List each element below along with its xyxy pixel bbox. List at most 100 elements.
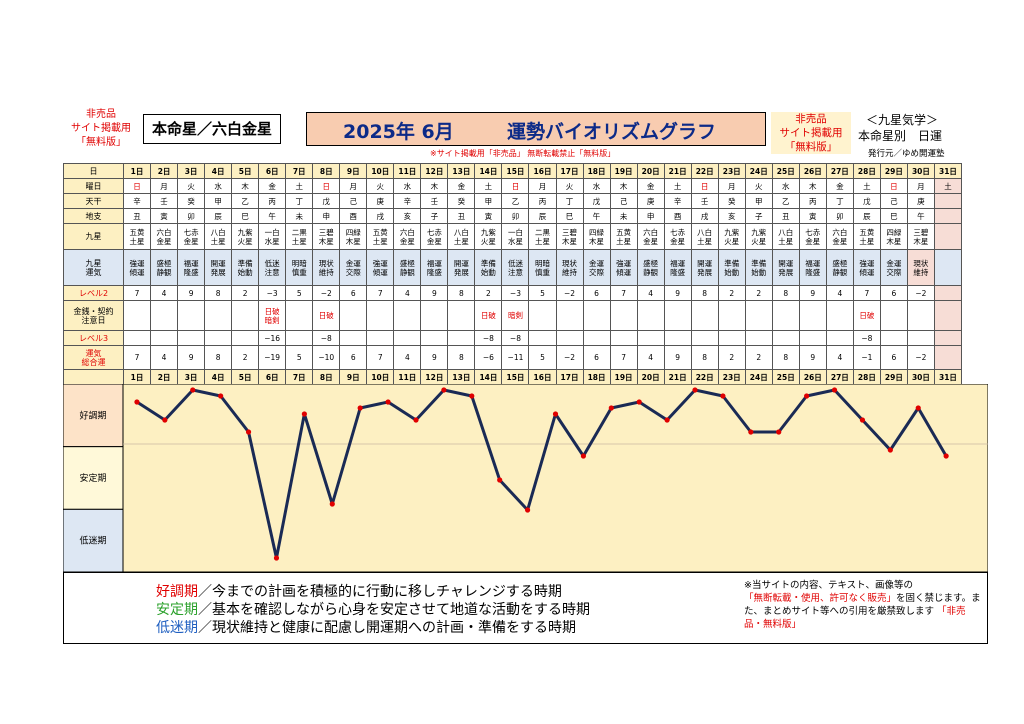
cell-kyusei: 四緑 木星 — [339, 223, 368, 250]
cell-kyusei: 九紫 火星 — [744, 223, 773, 250]
cell-line: 静観 — [643, 267, 659, 277]
notice-red2: 「非売品・無料版」 — [744, 606, 966, 630]
cell-line: 木星 — [589, 236, 605, 246]
cell-line: 発展 — [453, 267, 469, 277]
cell-money — [177, 300, 206, 331]
cell-level2: 8 — [204, 285, 233, 301]
cell-chishi: 未 — [285, 208, 314, 224]
cell-money — [122, 300, 152, 331]
cell-total: 9 — [177, 345, 206, 370]
cell-line: 七赤 — [426, 227, 442, 237]
cell-line: 土星 — [697, 236, 713, 246]
cell-money — [447, 300, 476, 331]
cell-chishi: 子 — [420, 208, 449, 224]
cell-money: 日破 — [474, 300, 503, 331]
cell-days: 12日 — [420, 369, 449, 385]
cell-tenkan: 戊 — [312, 193, 341, 209]
cell-days: 10日 — [366, 369, 395, 385]
cell-total: 8 — [771, 345, 800, 370]
cell-days: 3日 — [177, 163, 206, 179]
cell-total: −2 — [906, 345, 935, 370]
cell-unki: 現状 維持 — [312, 249, 341, 286]
cell-level3 — [825, 330, 854, 346]
cell-chishi: 卯 — [501, 208, 530, 224]
data-point — [245, 429, 252, 435]
cell-line: 静観 — [156, 267, 172, 277]
cell-days: 24日 — [744, 163, 773, 179]
right-note: 非売品 サイト掲載用 「無料版」 — [771, 112, 851, 154]
cell-chishi: 亥 — [717, 208, 746, 224]
cell-line: 九紫 — [751, 227, 767, 237]
cell-line: 注意 — [507, 267, 523, 277]
cell-days: 17日 — [555, 369, 584, 385]
cell-days: 26日 — [798, 163, 827, 179]
cell-kyusei — [933, 223, 962, 250]
cell-days: 30日 — [906, 163, 935, 179]
cell-kyusei: 八白 土星 — [690, 223, 719, 250]
cell-weekdays: 月 — [717, 178, 746, 194]
row-kyusei: 九星 五黄 土星 六白 金星 七赤 金星 八白 土星 九紫 火星 一白 水星 二黒 土星 三碧 木星 四緑 木星 五黄… — [63, 223, 962, 250]
cell-total: 4 — [150, 345, 179, 370]
data-point — [748, 429, 754, 435]
cell-days: 6日 — [258, 163, 287, 179]
cell-tenkan: 甲 — [744, 193, 773, 209]
cell-money — [231, 300, 260, 331]
cell-line: 明暗 — [291, 258, 307, 268]
honmei-box: 本命星／六白金星 — [143, 114, 281, 144]
cell-level2: −3 — [501, 285, 530, 301]
data-point — [413, 417, 419, 423]
cell-level3: −8 — [474, 330, 503, 346]
cell-line: 始動 — [751, 267, 767, 277]
cell-money — [150, 300, 179, 331]
cell-total: 6 — [339, 345, 368, 370]
cell-level2: 5 — [285, 285, 314, 301]
cell-total: 4 — [393, 345, 422, 370]
cell-days: 22日 — [690, 369, 719, 385]
cell-line: 日破 — [859, 311, 875, 320]
cell-days: 4日 — [204, 369, 233, 385]
cell-line: 隆盛 — [670, 267, 686, 277]
cell-level3 — [122, 330, 152, 346]
cell-weekdays: 日 — [690, 178, 719, 194]
cell-tenkan: 己 — [609, 193, 638, 209]
cell-line: 発展 — [210, 267, 226, 277]
cell-tenkan: 庚 — [906, 193, 935, 209]
cell-unki: 準備 始動 — [231, 249, 260, 286]
row-label: 九星 — [63, 223, 124, 250]
cell-kyusei: 五黄 土星 — [852, 223, 881, 250]
cell-level3 — [798, 330, 827, 346]
cell-money — [420, 300, 449, 331]
cell-level3 — [339, 330, 368, 346]
cell-chishi: 巳 — [879, 208, 908, 224]
cell-money — [771, 300, 800, 331]
cell-tenkan: 庚 — [366, 193, 395, 209]
cell-line: 維持 — [318, 267, 334, 277]
cell-line: 金運 — [886, 258, 902, 268]
band-label: 好調期 — [79, 409, 106, 421]
data-point — [887, 447, 893, 453]
year-month: 2025年 6月 — [343, 121, 454, 143]
cell-chishi: 丑 — [771, 208, 800, 224]
cell-line: 日破 — [264, 306, 280, 316]
row-label-line: 総合運 — [81, 357, 106, 367]
row-label: 曜日 — [63, 178, 124, 194]
legend-line-low: 低迷期／現状維持と健康に配慮し開運期への計画・準備をする時期 — [156, 619, 590, 637]
cell-weekdays: 月 — [528, 178, 557, 194]
cell-money — [825, 300, 854, 331]
cell-chishi: 巳 — [231, 208, 260, 224]
cell-line: 六白 — [643, 227, 659, 237]
cell-line: 三碧 — [318, 227, 334, 237]
cell-level3 — [393, 330, 422, 346]
cell-tenkan: 庚 — [636, 193, 665, 209]
cell-line: 低迷 — [507, 258, 523, 268]
cell-days: 8日 — [312, 163, 341, 179]
cell-line: 維持 — [913, 267, 929, 277]
cell-days: 2日 — [150, 369, 179, 385]
cell-weekdays: 金 — [447, 178, 476, 194]
data-point — [943, 453, 949, 459]
cell-level2: 9 — [663, 285, 692, 301]
cell-level3 — [771, 330, 800, 346]
cell-line: 傾運 — [129, 267, 145, 277]
cell-chishi: 卯 — [825, 208, 854, 224]
cell-days: 3日 — [177, 369, 206, 385]
